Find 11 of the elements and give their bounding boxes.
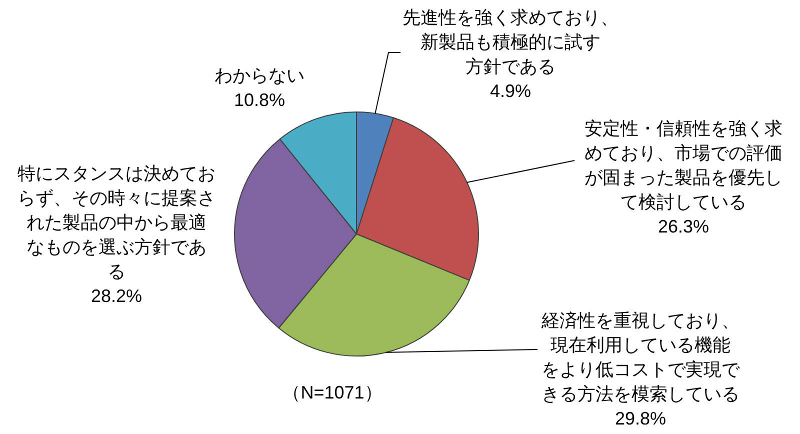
- slice-label: 経済性を重視しており、現在利用している機能をより低コストで実現できる方法を模索している: [540, 310, 740, 404]
- data-label: 28.2%: [90, 286, 142, 306]
- data-label: 26.3%: [658, 216, 710, 236]
- data-label: 29.8%: [614, 408, 666, 428]
- data-label: 10.8%: [234, 90, 286, 110]
- slice-label: 安定性・信頼性を強く求めており、市場での評価が固まった製品を優先して検討している: [584, 118, 782, 212]
- text: （N=1071）: [282, 382, 382, 402]
- slice-label: 特にスタンスは決めておらず、その時々に提案された製品の中から最適なものを選ぶ方針である: [18, 164, 216, 282]
- data-label: 4.9%: [490, 81, 532, 101]
- slice-label: 先進性を強く求めており、新製品も積極的に試す方針である: [402, 8, 618, 76]
- slice-label: わからない: [214, 66, 304, 86]
